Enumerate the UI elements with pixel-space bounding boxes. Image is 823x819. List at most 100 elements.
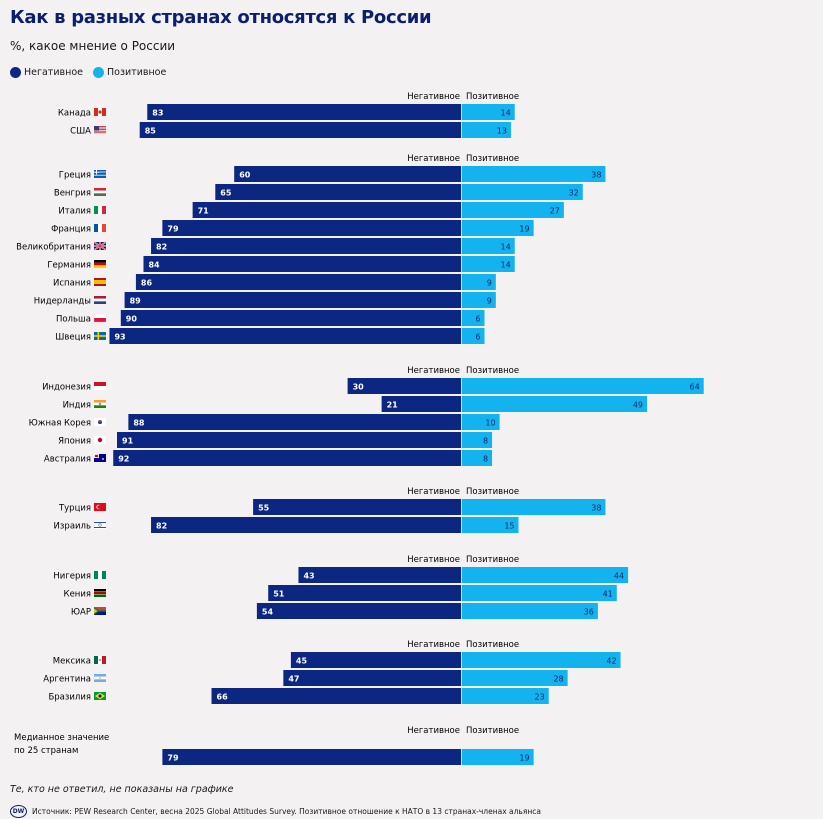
header-negative: Негативное (407, 726, 460, 736)
bar-positive (461, 328, 485, 344)
country-group: Негативное Позитивное 30 64 Индонезия 21 49 Инд… (29, 366, 704, 466)
country-label: Индонезия (42, 383, 91, 393)
value-positive: 13 (497, 127, 507, 136)
country-label: Аргентина (43, 675, 91, 685)
note: Те, кто не ответил, не показаны на графи… (10, 784, 234, 795)
value-negative: 47 (288, 675, 299, 684)
brazil-flag-icon (94, 692, 106, 700)
value-positive: 27 (550, 207, 560, 216)
value-positive: 42 (606, 657, 616, 666)
value-negative: 71 (198, 207, 210, 216)
legend-negative-label: Негативное (24, 67, 83, 78)
uk-flag-icon (93, 241, 107, 251)
country-label: Германия (47, 261, 91, 271)
bar-negative (147, 104, 461, 120)
country-row: 86 9 Испания (53, 274, 496, 290)
bar-positive (461, 585, 617, 601)
country-row: 82 15 Израиль (54, 517, 519, 533)
bar-positive (461, 652, 621, 668)
value-negative: 93 (114, 333, 125, 342)
country-label: Южная Корея (29, 419, 91, 429)
country-label: Испания (53, 279, 91, 289)
bar-negative (215, 184, 461, 200)
country-row: 93 6 Швеция (55, 328, 485, 344)
bar-negative (117, 432, 462, 448)
value-positive: 10 (485, 419, 495, 428)
source-text: Источник: PEW Research Center, весна 202… (32, 807, 541, 816)
canada-flag-icon (94, 108, 106, 116)
bar-negative (162, 749, 461, 765)
value-negative: 45 (296, 657, 308, 666)
greece-flag-icon (94, 170, 106, 178)
country-label: Польша (56, 315, 91, 325)
bar-positive (461, 396, 648, 412)
bar-negative (143, 256, 462, 272)
country-label: США (70, 127, 91, 137)
value-positive: 6 (475, 315, 480, 324)
country-label: Швеция (55, 333, 91, 343)
value-negative: 30 (353, 383, 365, 392)
bar-negative (253, 499, 461, 515)
country-row: 79 19 Франция (51, 220, 534, 236)
country-group: Негативное Позитивное 55 38 Турция 82 15 Израил… (54, 487, 606, 533)
country-label: Нидерланды (34, 297, 91, 307)
value-positive: 8 (483, 437, 488, 446)
value-negative: 65 (220, 189, 232, 198)
value-positive: 41 (603, 590, 613, 599)
turkey-flag-icon (94, 503, 106, 511)
country-row: 91 8 Япония (58, 432, 493, 448)
country-label: по 25 странам (14, 746, 78, 756)
country-row: 54 36 ЮАР (71, 603, 598, 619)
country-label: Нигерия (53, 572, 91, 582)
country-label: Италия (58, 207, 91, 217)
country-label: Венгрия (54, 189, 91, 199)
header-negative: Негативное (407, 640, 460, 650)
country-row: 47 28 Аргентина (43, 670, 568, 686)
germany-flag-icon (94, 260, 106, 268)
italy-flag-icon (94, 206, 106, 214)
country-label: ЮАР (71, 608, 91, 618)
bar-negative (109, 328, 462, 344)
bar-positive (461, 256, 515, 272)
value-positive: 28 (553, 675, 563, 684)
value-positive: 14 (501, 261, 511, 270)
value-positive: 32 (569, 189, 579, 198)
country-group: Негативное Позитивное 60 38 Греция 65 32 Венгри… (16, 154, 606, 344)
value-negative: 43 (303, 572, 314, 581)
bar-negative (234, 166, 461, 182)
value-positive: 19 (519, 225, 529, 234)
country-row: 83 14 Канада (58, 104, 515, 120)
argentina-flag-icon (94, 674, 106, 682)
bar-negative (120, 310, 462, 326)
value-positive: 8 (483, 455, 488, 464)
country-label: Израиль (54, 522, 91, 532)
country-row: 92 8 Австралия (44, 450, 493, 466)
country-row: 65 32 Венгрия (54, 184, 583, 200)
sweden-flag-icon (94, 332, 106, 340)
country-row: 88 10 Южная Корея (29, 414, 500, 430)
bar-positive (461, 274, 496, 290)
value-negative: 55 (258, 504, 270, 513)
value-positive: 64 (690, 383, 700, 392)
bar-positive (461, 220, 534, 236)
bar-negative (124, 292, 461, 308)
value-negative: 85 (145, 127, 157, 136)
bar-negative (268, 585, 461, 601)
value-positive: 44 (614, 572, 624, 581)
value-positive: 49 (633, 401, 643, 410)
value-negative: 66 (217, 693, 229, 702)
value-negative: 88 (133, 419, 145, 428)
value-negative: 89 (130, 297, 142, 306)
legend-negative-swatch (10, 67, 21, 78)
value-negative: 51 (273, 590, 285, 599)
value-negative: 60 (239, 171, 251, 180)
source-row: DW Источник: PEW Research Center, весна … (10, 805, 541, 818)
value-positive: 23 (535, 693, 545, 702)
bar-negative (298, 567, 461, 583)
country-label: Греция (59, 171, 91, 181)
value-positive: 14 (501, 109, 511, 118)
france-flag-icon (94, 224, 106, 232)
value-positive: 9 (487, 279, 492, 288)
header-negative: Негативное (407, 366, 460, 376)
value-negative: 86 (141, 279, 153, 288)
